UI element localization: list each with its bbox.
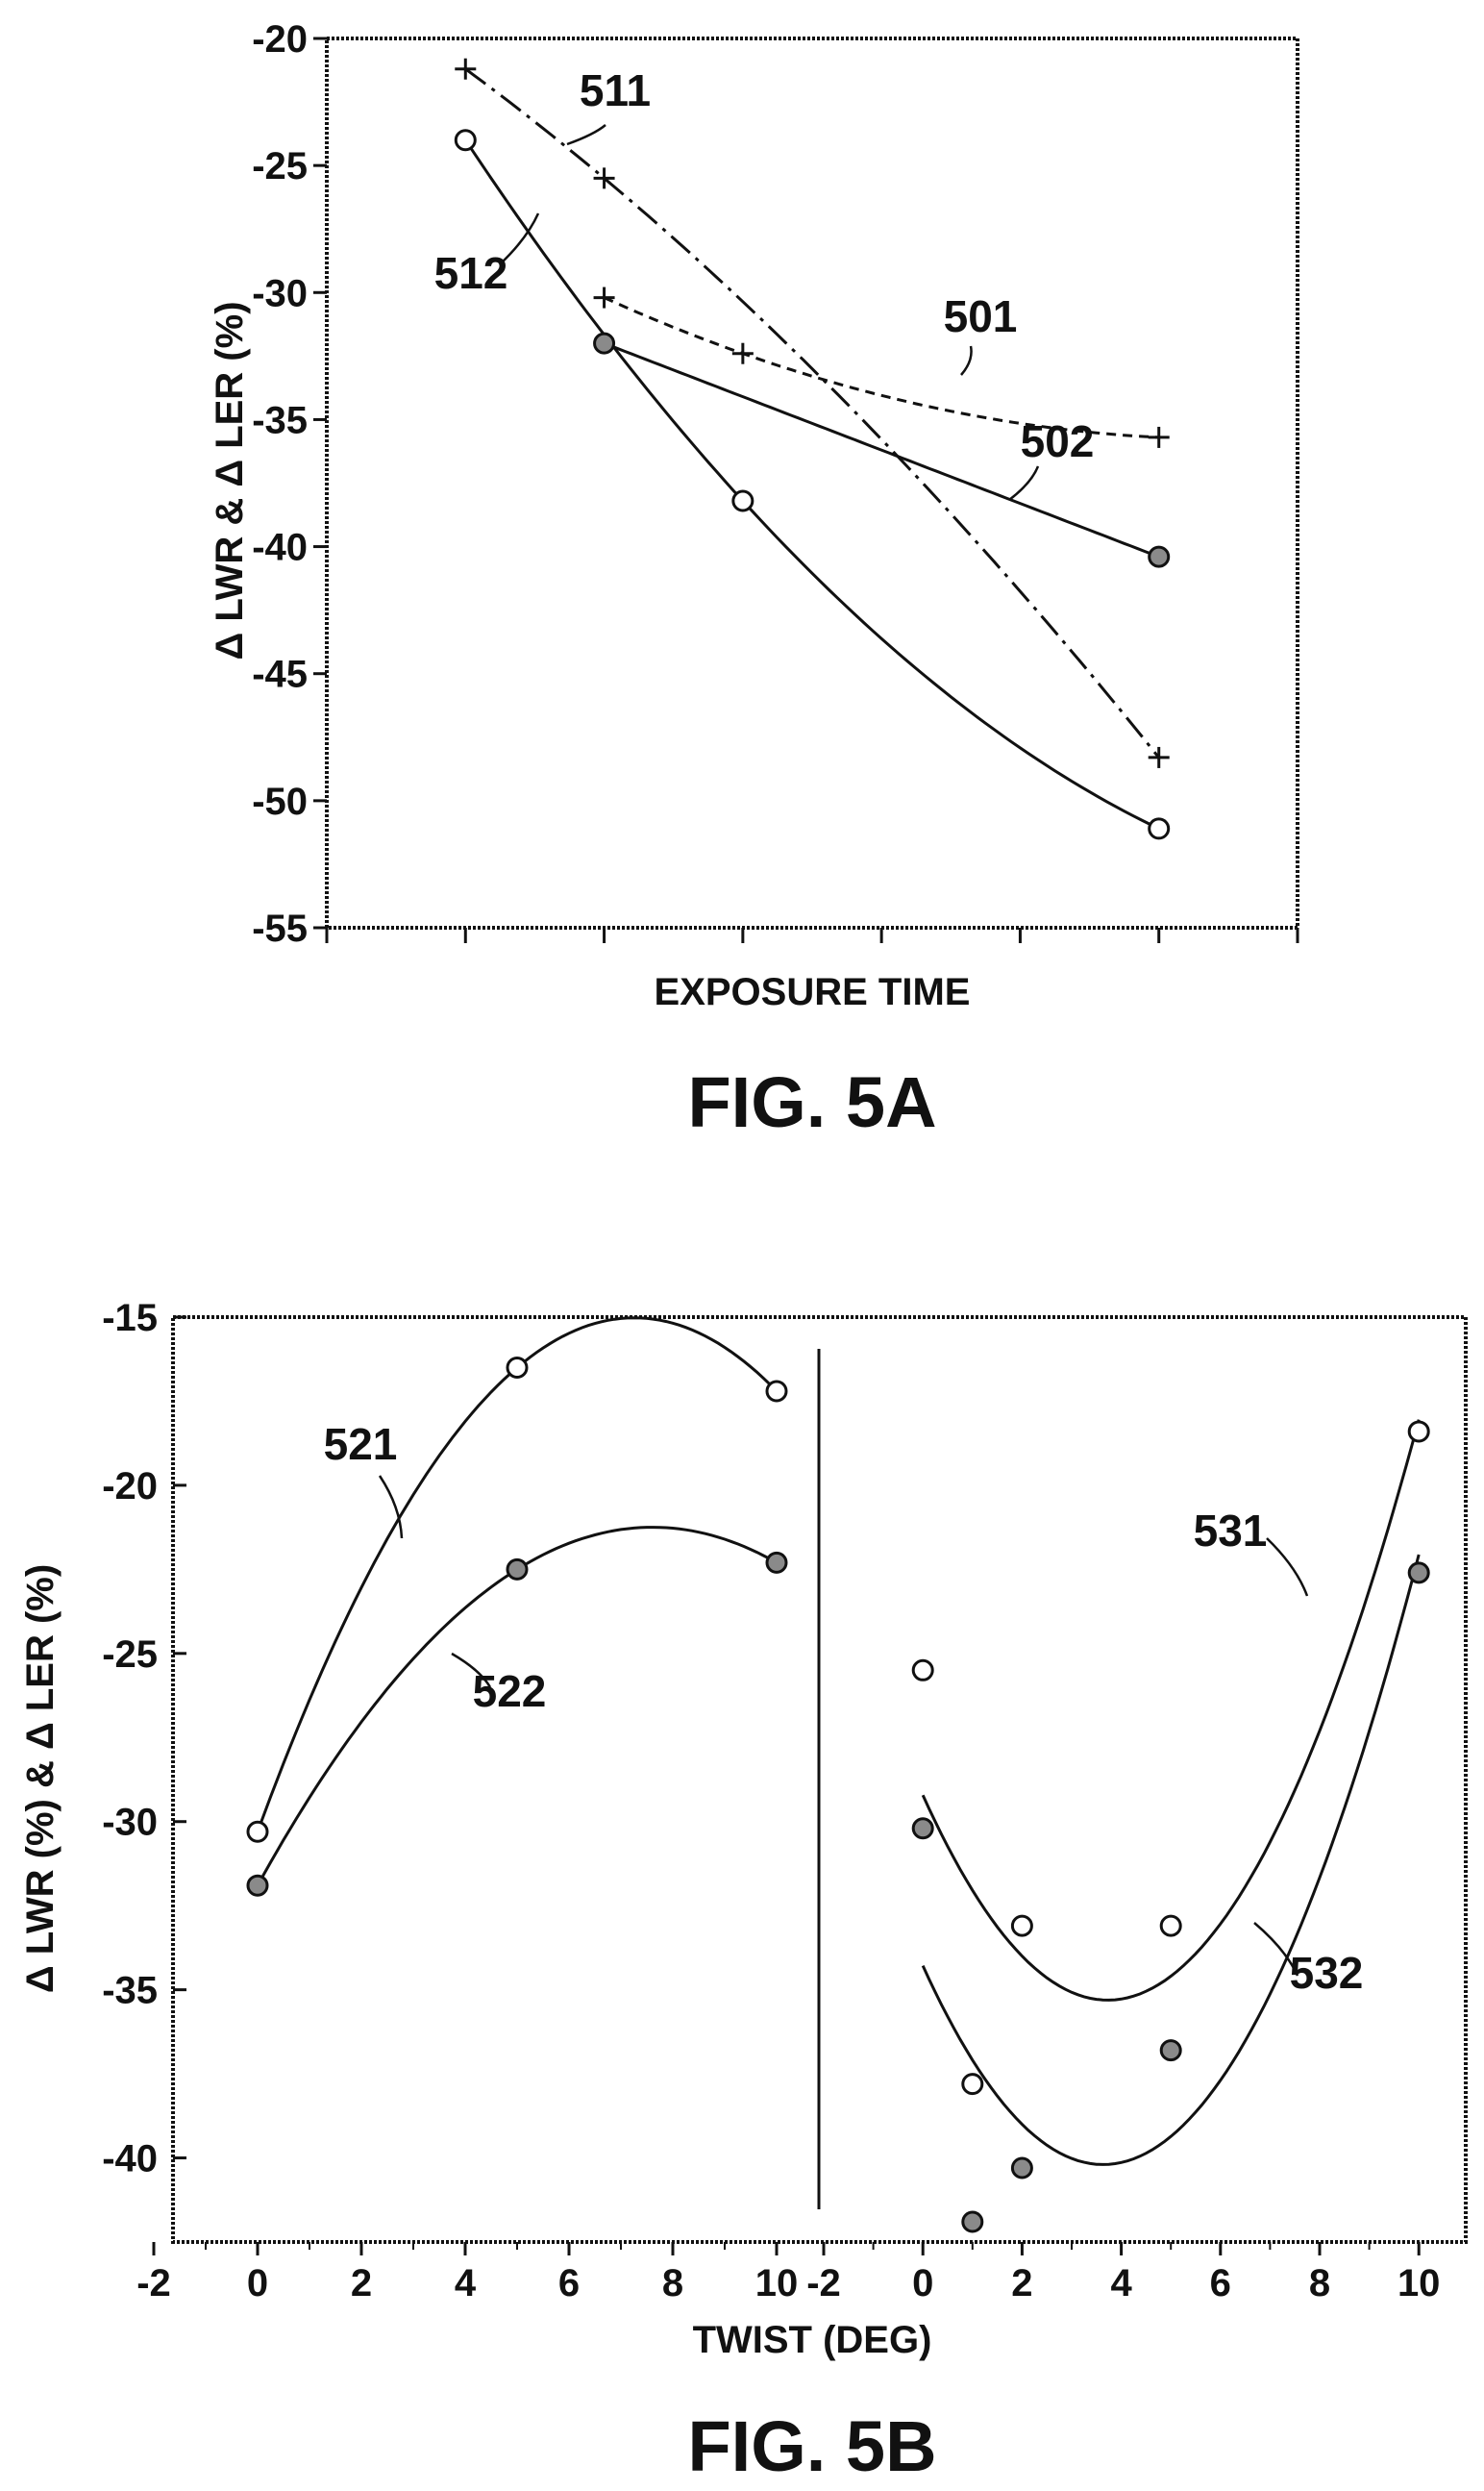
leader-line-512 xyxy=(499,212,540,265)
fig-5a-x-axis xyxy=(325,928,1299,943)
x-tick-label: 10 xyxy=(1397,2262,1441,2304)
data-point-502 xyxy=(1148,545,1171,568)
y-tick-label: -20 xyxy=(102,1465,158,1507)
data-point-522 xyxy=(506,1557,529,1581)
y-tick-label: -50 xyxy=(252,781,308,823)
data-point-512 xyxy=(454,129,477,152)
fig-5a-chart: -20 -25 -30 -35 -40 -45 -50 -55 501 502 511 512 Δ … xyxy=(209,18,1299,1142)
ref-label-511: 511 xyxy=(580,65,651,115)
leader-line-521 xyxy=(378,1475,404,1539)
fig-5a-plot-frame xyxy=(325,37,1299,930)
ref-label-521: 521 xyxy=(324,1419,398,1469)
data-point-531 xyxy=(1159,1914,1182,1937)
ref-label-531: 531 xyxy=(1194,1506,1268,1556)
fig-5b-plot-frame xyxy=(171,1315,1468,2244)
y-tick-label: -20 xyxy=(252,18,308,61)
x-tick-label: 2 xyxy=(1011,2262,1032,2304)
fig-5a-y-axis-title: Δ LWR & Δ LER (%) xyxy=(209,301,251,660)
data-point-531 xyxy=(1407,1420,1430,1443)
y-tick-label: -30 xyxy=(102,1802,158,1844)
y-tick-label: -25 xyxy=(252,145,308,187)
data-point-532 xyxy=(1159,2039,1182,2062)
x-tick-label: 0 xyxy=(912,2262,933,2304)
x-tick-label: -2 xyxy=(136,2262,171,2304)
fig-5a-y-axis: -20 -25 -30 -35 -40 -45 -50 -55 xyxy=(252,18,327,950)
x-tick-label: 8 xyxy=(662,2262,683,2304)
fig-5a-points xyxy=(454,58,1171,840)
x-tick-label: 0 xyxy=(247,2262,268,2304)
fig-5a-caption: FIG. 5A xyxy=(687,1062,936,1142)
ref-label-532: 532 xyxy=(1290,1948,1364,1998)
fig-5a-curves xyxy=(464,67,1160,831)
data-point-532 xyxy=(1407,1561,1430,1584)
curve-532 xyxy=(921,1554,1421,2166)
y-tick-label: -35 xyxy=(102,1970,158,2012)
fig-5b-x-axis: -2 0 2 4 6 8 10 -2 0 2 4 6 8 10 xyxy=(136,2242,1440,2304)
y-tick-label: -35 xyxy=(252,399,308,441)
data-point-512 xyxy=(1148,817,1171,840)
y-tick-label: -45 xyxy=(252,654,308,696)
data-point-501 xyxy=(593,286,615,309)
fig-5b-chart: -15-20-25-30-35-40 -2 0 2 4 6 8 10 -2 0 2 4 6 8 10 52… xyxy=(19,1297,1468,2486)
fig-5b-reference-labels: 521 522 531 532 xyxy=(324,1419,1364,1998)
fig-5a-reference-labels: 501 502 511 512 xyxy=(434,65,1095,501)
fig-5b-y-axis: -15 -20 -25 -30 -35 -40 xyxy=(102,1297,186,2180)
fig-5b-points xyxy=(246,1356,1430,2233)
data-point-521 xyxy=(506,1356,529,1379)
fig-5b-curves xyxy=(256,1316,1421,2166)
data-point-531 xyxy=(1010,1914,1033,1937)
x-tick-label: 10 xyxy=(755,2262,799,2304)
fig-5b-x-axis-title: TWIST (DEG) xyxy=(693,2319,932,2361)
curve-511 xyxy=(464,67,1160,759)
data-point-522 xyxy=(765,1551,788,1574)
data-point-512 xyxy=(731,489,754,512)
leader-line-501 xyxy=(960,345,973,376)
x-tick-label: 2 xyxy=(351,2262,372,2304)
y-tick-label: -30 xyxy=(252,272,308,314)
data-point-511 xyxy=(1148,746,1170,768)
x-tick-label: 8 xyxy=(1309,2262,1330,2304)
x-tick-label: 4 xyxy=(455,2262,477,2304)
data-point-532 xyxy=(1010,2156,1033,2180)
x-tick-label: 6 xyxy=(1210,2262,1231,2304)
data-point-521 xyxy=(246,1820,269,1843)
data-point-511 xyxy=(593,167,615,189)
leader-line-531 xyxy=(1266,1537,1309,1597)
ref-label-512: 512 xyxy=(434,248,508,298)
curve-501 xyxy=(603,296,1159,439)
data-point-532 xyxy=(961,2210,984,2233)
leader-line-511 xyxy=(566,124,606,146)
y-tick-label: -40 xyxy=(102,2138,158,2180)
fig-5a-x-axis-title: EXPOSURE TIME xyxy=(655,971,971,1013)
ref-label-502: 502 xyxy=(1021,416,1095,466)
data-point-502 xyxy=(593,332,616,355)
x-tick-label: 4 xyxy=(1110,2262,1132,2304)
data-point-521 xyxy=(765,1380,788,1403)
data-point-501 xyxy=(1148,426,1170,448)
fig-5b-caption: FIG. 5B xyxy=(687,2406,936,2486)
data-point-522 xyxy=(246,1874,269,1897)
x-tick-label: 6 xyxy=(558,2262,580,2304)
y-tick-label: -40 xyxy=(252,527,308,569)
ref-label-501: 501 xyxy=(944,291,1018,341)
data-point-511 xyxy=(455,58,477,80)
data-point-531 xyxy=(911,1658,934,1681)
curve-531 xyxy=(921,1419,1421,2002)
data-point-501 xyxy=(731,342,754,364)
y-tick-label: -25 xyxy=(102,1633,158,1676)
data-point-531 xyxy=(961,2073,984,2096)
y-tick-label: -55 xyxy=(252,908,308,950)
leader-line-502 xyxy=(1008,465,1040,501)
leader-line-522 xyxy=(451,1652,492,1688)
curve-512 xyxy=(464,138,1160,831)
ref-label-522: 522 xyxy=(473,1666,547,1716)
data-point-532 xyxy=(911,1817,934,1840)
leader-line-532 xyxy=(1253,1922,1299,1977)
x-tick-label: -2 xyxy=(806,2262,841,2304)
fig-5b-y-axis-title: Δ LWR (%) & Δ LER (%) xyxy=(19,1564,62,1993)
curve-502 xyxy=(604,341,1160,559)
y-tick-label: -15 xyxy=(102,1297,158,1339)
